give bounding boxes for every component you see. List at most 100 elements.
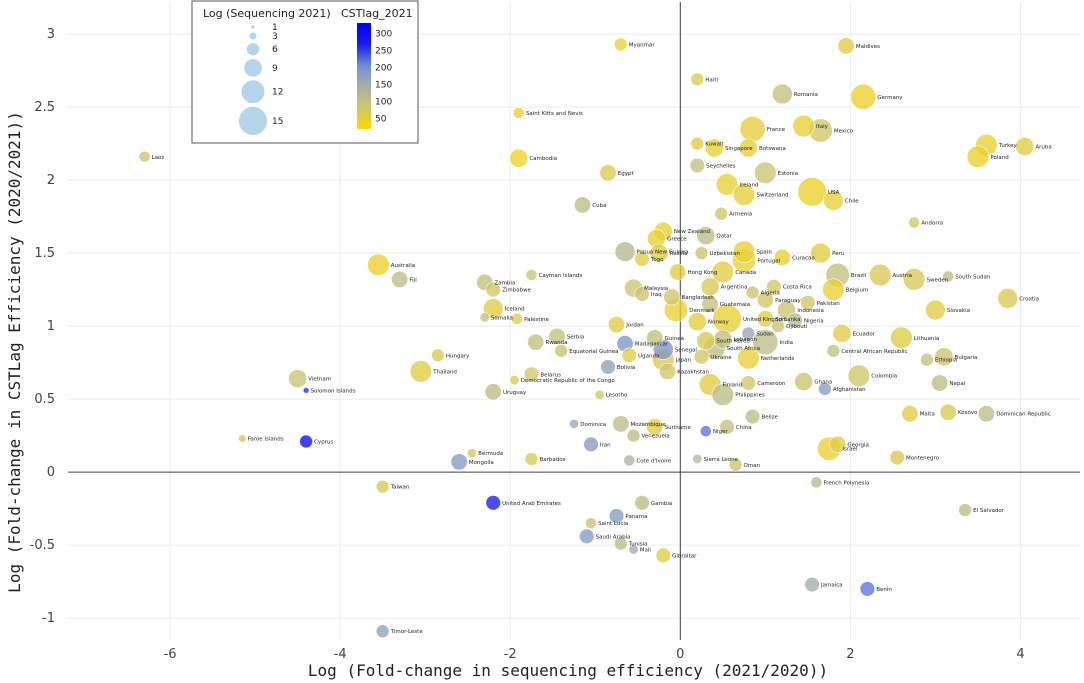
size-legend: 13 6 9 12 15 — [238, 23, 283, 136]
point-label: United Arab Emirates — [502, 501, 561, 507]
point-label: Central African Republic — [841, 349, 907, 355]
color-tick-label: 150 — [375, 81, 392, 91]
point-label: Niger — [713, 429, 729, 435]
data-point — [756, 291, 774, 309]
data-point — [1015, 137, 1035, 156]
point-label: Andorra — [921, 220, 943, 226]
point-label: Switzerland — [756, 193, 788, 199]
data-point — [511, 312, 523, 325]
point-label: Uzbekistan — [710, 251, 741, 257]
point-label: Netherlands — [761, 356, 795, 362]
point-label: Serbia — [567, 334, 585, 340]
point-label: Curacao — [792, 255, 815, 261]
y-tick-label: 2.5 — [34, 100, 55, 115]
data-point — [694, 246, 709, 260]
y-tick-label: 1 — [47, 319, 55, 334]
data-point — [810, 476, 823, 489]
point-label: Sudan — [756, 331, 774, 337]
point-label: Somalia — [491, 315, 513, 321]
data-point — [524, 452, 539, 466]
point-label: Uganda — [638, 353, 659, 359]
data-point — [739, 116, 766, 142]
data-point — [752, 329, 779, 356]
point-label: Mali — [640, 547, 652, 553]
data-point — [738, 138, 758, 158]
data-point — [719, 419, 735, 435]
color-tick-label: 300 — [375, 29, 392, 39]
point-label: Romania — [794, 92, 818, 98]
point-label: Jamaica — [820, 583, 843, 589]
point-label: Cambodia — [529, 156, 557, 162]
point-label: Cote d'Ivoire — [636, 458, 671, 464]
data-point — [829, 435, 847, 453]
point-label: Singapore — [725, 146, 753, 152]
data-point — [613, 37, 628, 52]
data-point — [299, 434, 313, 449]
data-point — [579, 528, 595, 545]
point-label: Slovakia — [947, 308, 970, 314]
point-label: Ireland — [739, 182, 758, 188]
point-label: Bermuda — [478, 451, 503, 457]
legend-box — [191, 0, 419, 144]
point-label: Lesotho — [606, 393, 628, 399]
data-point — [692, 453, 703, 464]
color-tick-label: 200 — [375, 63, 392, 73]
data-point — [431, 348, 445, 363]
point-label: Finland — [722, 383, 742, 389]
point-label: Sweden — [927, 277, 949, 283]
data-point — [634, 286, 650, 302]
data-point — [966, 145, 990, 168]
data-point — [732, 240, 756, 263]
point-label: Ghana — [814, 380, 832, 386]
legend: Log (Sequencing 2021) 13 6 9 12 15 CSTlag_20… — [191, 0, 419, 144]
point-label: Egypt — [618, 171, 635, 177]
point-label: Aruba — [1035, 145, 1051, 151]
data-point — [626, 428, 641, 443]
point-label: Colombia — [871, 374, 897, 380]
point-label: Georgia — [847, 442, 869, 448]
data-point — [794, 372, 814, 392]
data-point — [908, 216, 921, 229]
data-point — [583, 436, 599, 453]
size-legend-marker — [240, 79, 266, 104]
point-label: Papua New Guinea — [637, 250, 689, 256]
data-point — [663, 288, 681, 306]
data-point — [607, 316, 626, 334]
size-legend-label: 9 — [272, 64, 278, 74]
x-tick-label: -6 — [164, 647, 177, 662]
data-point — [608, 508, 625, 524]
color-bar — [357, 23, 371, 129]
data-point — [523, 366, 540, 382]
data-point — [792, 114, 815, 138]
point-label: Fiji — [409, 277, 417, 283]
point-label: French Polynesia — [823, 480, 869, 486]
data-point — [367, 253, 390, 276]
size-legend-marker — [248, 31, 258, 41]
size-legend-label: 12 — [272, 88, 283, 98]
point-label: Panama — [625, 514, 647, 520]
point-label: Venezuela — [642, 434, 670, 440]
data-point — [890, 326, 913, 349]
data-point — [554, 344, 569, 358]
color-tick-label: 250 — [375, 46, 392, 56]
point-label: Costa Rica — [783, 285, 812, 291]
data-point — [700, 277, 720, 297]
point-label: Vietnam — [308, 377, 331, 383]
data-point — [634, 251, 650, 267]
data-point — [977, 405, 995, 423]
point-label: Thailand — [432, 369, 457, 375]
point-label: Iceland — [505, 307, 525, 313]
data-point — [409, 360, 433, 383]
y-tick-label: 3 — [47, 27, 55, 42]
data-point — [837, 37, 855, 55]
point-label: Armenia — [729, 212, 752, 218]
data-point — [634, 495, 650, 511]
point-label: Lebanon — [733, 337, 757, 343]
data-point — [600, 359, 616, 375]
point-label: New Zealand — [674, 229, 710, 235]
color-tick-label: 100 — [375, 98, 392, 108]
point-label: Spain — [756, 250, 772, 256]
data-point — [711, 260, 735, 284]
data-point — [646, 418, 664, 436]
data-point — [485, 281, 501, 298]
